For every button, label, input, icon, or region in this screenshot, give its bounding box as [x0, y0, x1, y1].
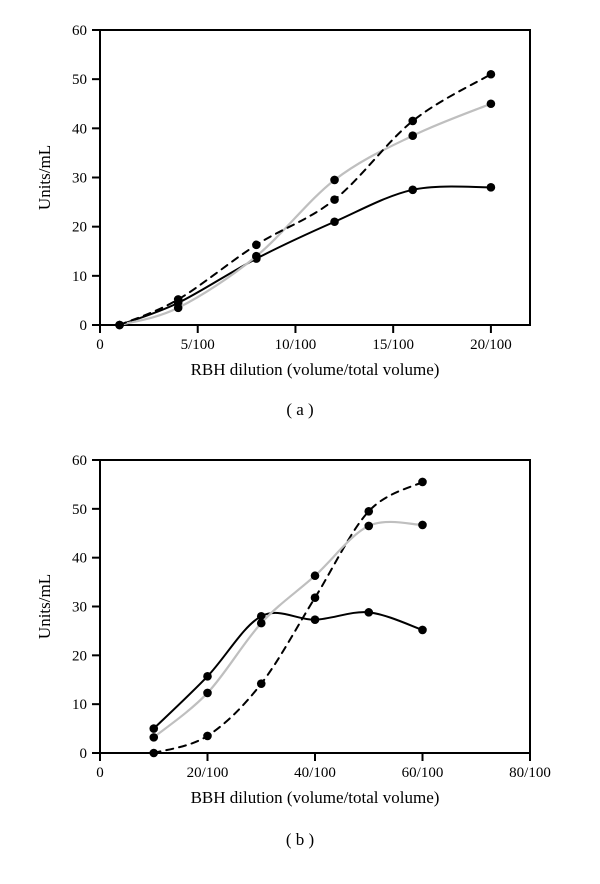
xtick-label: 15/100: [372, 337, 414, 353]
ytick-label: 40: [72, 551, 87, 567]
ytick-label: 50: [72, 72, 87, 88]
xtick-label: 20/100: [187, 765, 229, 781]
ytick-label: 60: [72, 453, 87, 469]
x-axis-label: BBH dilution (volume/total volume): [191, 788, 440, 807]
y-axis-label: Units/mL: [35, 145, 54, 210]
xtick-label: 40/100: [294, 765, 336, 781]
ytick-label: 30: [72, 600, 87, 616]
chart-a: 0 5/100 10/100 15/100 20/100 0 10 20 30 40 50 60 RBH…: [0, 0, 600, 884]
xtick-label: 5/100: [181, 337, 215, 353]
ytick-label: 30: [72, 171, 87, 187]
xtick-label: 0: [96, 765, 104, 781]
x-axis-label: RBH dilution (volume/total volume): [191, 360, 440, 379]
ytick-label: 20: [72, 648, 87, 664]
ytick-label: 20: [72, 220, 87, 236]
series-solid-black: [120, 187, 491, 325]
series-grey: [120, 104, 491, 325]
series-dashed-black: [120, 74, 491, 325]
ytick-label: 50: [72, 502, 87, 518]
ytick-label: 10: [72, 269, 87, 285]
series-solid-black: [154, 612, 423, 728]
ytick-label: 0: [80, 746, 88, 762]
xtick-label: 80/100: [509, 765, 551, 781]
xtick-label: 0: [96, 337, 104, 353]
ytick-label: 40: [72, 121, 87, 137]
panel-caption-a: ( a ): [0, 400, 600, 420]
y-axis-label: Units/mL: [35, 574, 54, 639]
chart-b: 0 20/100 40/100 60/100 80/100 0 10 20 30 40 50 60 BB…: [0, 0, 600, 884]
xtick-label: 10/100: [275, 337, 317, 353]
panel-caption-b: ( b ): [0, 830, 600, 850]
ytick-label: 10: [72, 697, 87, 713]
ytick-label: 60: [72, 23, 87, 39]
figure-page: 0 5/100 10/100 15/100 20/100 0 10 20 30 40 50 60 RBH…: [0, 0, 600, 884]
ytick-label: 0: [80, 318, 88, 334]
series-grey: [154, 522, 423, 737]
xtick-label: 60/100: [402, 765, 444, 781]
series-dashed-black: [154, 482, 423, 753]
xtick-label: 20/100: [470, 337, 512, 353]
